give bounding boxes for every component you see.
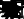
760°C H//n — [17, 12, 18, 13]
820°C H//n — [21, 15, 22, 16]
Polygon shape — [5, 15, 14, 16]
820°C H//surface — [13, 7, 14, 8]
Line: 820°C H//surface: 820°C H//surface — [0, 0, 24, 13]
760°C H//surface — [11, 7, 12, 8]
Polygon shape — [7, 14, 12, 15]
Text: n: n — [10, 0, 24, 10]
Text: surface: surface — [0, 6, 24, 19]
Text: $\Theta$: $\Theta$ — [10, 0, 24, 13]
Polygon shape — [5, 15, 6, 16]
Polygon shape — [11, 14, 14, 15]
820°C H//surface — [15, 7, 16, 8]
Polygon shape — [5, 14, 8, 15]
Legend: 820°C H//surface, 820°C H//n, 760°C H//surface, 760°C H//n: 820°C H//surface, 820°C H//n, 760°C H//s… — [0, 13, 11, 19]
Polygon shape — [5, 14, 6, 16]
Text: H: H — [0, 0, 17, 11]
760°C H//n — [19, 13, 20, 14]
Text: $J$: $J$ — [5, 1, 17, 19]
Line: 760°C H//surface: 760°C H//surface — [0, 0, 24, 14]
